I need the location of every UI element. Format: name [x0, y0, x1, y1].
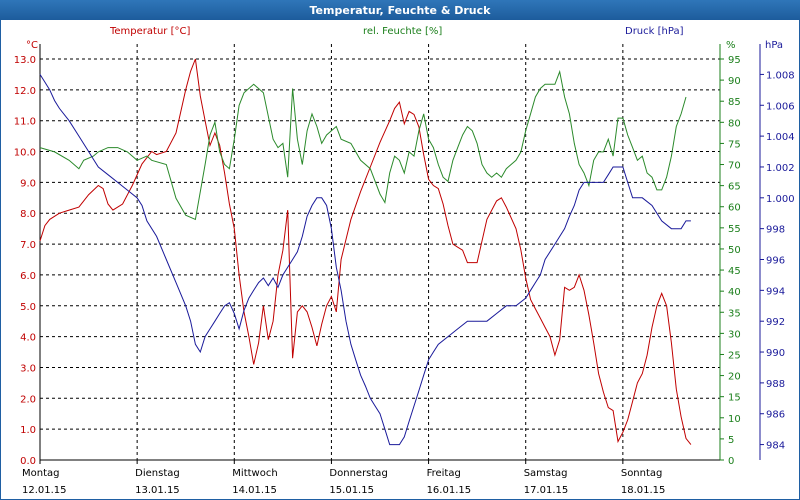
temperature-tick: 11.0 — [14, 117, 36, 128]
temperature-tick: 2.0 — [20, 394, 36, 405]
humidity-tick: 65 — [728, 182, 741, 193]
temperature-tick: 1.0 — [20, 425, 36, 436]
pressure-tick: 1.000 — [766, 194, 795, 205]
humidity-tick: 75 — [728, 139, 741, 150]
x-day-label: Dienstag — [135, 468, 180, 479]
temperature-tick: 3.0 — [20, 363, 36, 374]
pressure-tick: 994 — [766, 286, 785, 297]
humidity-tick: 70 — [728, 161, 741, 172]
humidity-tick: 5 — [728, 435, 734, 446]
pressure-tick: 984 — [766, 441, 785, 452]
pressure-tick: 998 — [766, 225, 785, 236]
window-title: Temperatur, Feuchte & Druck — [0, 0, 800, 20]
temperature-tick: 8.0 — [20, 209, 36, 220]
grid — [40, 44, 720, 461]
x-axis-labels: Montag 12.01.15 Dienstag 13.01.15 Mittwoch 14… — [22, 468, 665, 496]
pressure-axis-label: Druck [hPa] — [625, 26, 684, 37]
x-date-label: 15.01.15 — [329, 485, 374, 496]
humidity-tick: 35 — [728, 308, 741, 319]
humidity-axis-label: rel. Feuchte [%] — [363, 26, 442, 37]
x-date-label: 17.01.15 — [524, 485, 569, 496]
x-date-label: 14.01.15 — [232, 485, 277, 496]
x-day-label: Freitag — [427, 468, 461, 479]
pressure-tick: 1.008 — [766, 70, 795, 81]
humidity-tick: 25 — [728, 350, 741, 361]
series-lines — [39, 58, 692, 446]
humidity-tick: 45 — [728, 266, 741, 277]
temperature-axis-label: Temperatur [°C] — [109, 26, 190, 37]
pressure-tick: 990 — [766, 348, 785, 359]
temperature-tick: 12.0 — [14, 86, 36, 97]
x-day-label: Samstag — [524, 468, 568, 479]
humidity-tick: 55 — [728, 224, 741, 235]
humidity-tick: 20 — [728, 372, 741, 383]
tick-labels: 0.0 1.0 2.0 3.0 4.0 5.0 6.0 7.0 8.0 9.0 10.0 11.0 12… — [14, 55, 795, 467]
pressure-unit: hPa — [765, 40, 783, 51]
x-date-label: 18.01.15 — [621, 485, 666, 496]
axes — [39, 44, 764, 464]
humidity-tick: 80 — [728, 118, 741, 129]
temperature-tick: 9.0 — [20, 178, 36, 189]
pressure-tick: 988 — [766, 379, 785, 390]
humidity-tick: 15 — [728, 393, 741, 404]
pressure-tick: 1.002 — [766, 163, 795, 174]
humidity-tick: 85 — [728, 97, 741, 108]
x-day-label: Montag — [22, 468, 59, 479]
temperature-unit: °C — [26, 40, 38, 51]
pressure-tick: 1.006 — [766, 101, 795, 112]
x-day-label: Donnerstag — [329, 468, 387, 479]
humidity-tick: 90 — [728, 76, 741, 87]
humidity-tick: 10 — [728, 414, 741, 425]
humidity-tick: 30 — [728, 329, 741, 340]
temperature-series-line — [39, 58, 692, 445]
temperature-tick: 5.0 — [20, 302, 36, 313]
temperature-tick: 6.0 — [20, 271, 36, 282]
x-date-label: 12.01.15 — [22, 485, 67, 496]
temperature-tick: 4.0 — [20, 333, 36, 344]
pressure-tick: 986 — [766, 410, 785, 421]
temperature-tick: 10.0 — [14, 148, 36, 159]
humidity-tick: 95 — [728, 55, 741, 66]
pressure-tick: 1.004 — [766, 132, 795, 143]
x-date-label: 16.01.15 — [427, 485, 472, 496]
humidity-tick: 40 — [728, 287, 741, 298]
humidity-tick: 0 — [728, 456, 734, 467]
pressure-tick: 996 — [766, 256, 785, 267]
humidity-series-line — [39, 69, 687, 221]
temperature-tick: 0.0 — [20, 456, 36, 467]
x-day-label: Mittwoch — [232, 468, 277, 479]
x-day-label: Sonntag — [621, 468, 663, 479]
humidity-tick: 50 — [728, 245, 741, 256]
temperature-tick: 7.0 — [20, 240, 36, 251]
humidity-unit: % — [726, 40, 736, 51]
pressure-tick: 992 — [766, 317, 785, 328]
pressure-series-line — [39, 74, 691, 446]
humidity-tick: 60 — [728, 203, 741, 214]
temperature-tick: 13.0 — [14, 55, 36, 66]
x-date-label: 13.01.15 — [135, 485, 180, 496]
